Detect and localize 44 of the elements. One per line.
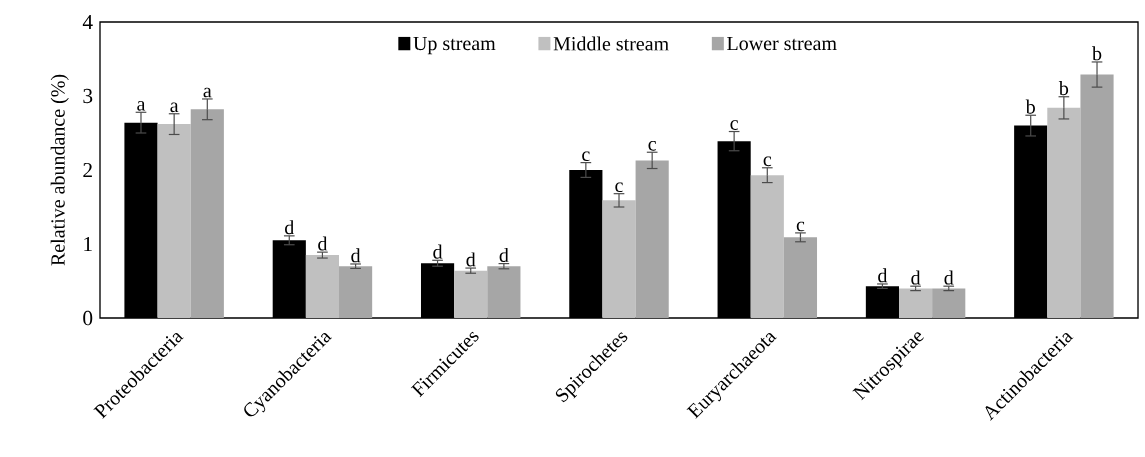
data-label: d bbox=[433, 244, 443, 259]
data-label: c bbox=[648, 141, 656, 151]
data-label: b bbox=[1025, 99, 1035, 114]
data-label: c bbox=[615, 182, 623, 193]
data-label: a bbox=[170, 102, 179, 113]
bar bbox=[1080, 74, 1114, 318]
y-tick-label: 0 bbox=[83, 310, 93, 326]
legend-label: Lower stream bbox=[727, 36, 837, 51]
legend-label: Up stream bbox=[413, 36, 496, 55]
data-label: c bbox=[763, 156, 772, 167]
bar bbox=[1047, 107, 1081, 318]
bar bbox=[305, 255, 340, 318]
data-label: b bbox=[1058, 81, 1069, 96]
data-label: a bbox=[137, 101, 146, 111]
data-label: a bbox=[203, 87, 212, 98]
data-label: c bbox=[730, 120, 738, 130]
data-label: d bbox=[318, 236, 328, 251]
bar bbox=[602, 200, 636, 318]
bar bbox=[932, 288, 966, 318]
data-label: d bbox=[911, 270, 921, 285]
data-label: c bbox=[796, 221, 805, 232]
data-label: d bbox=[466, 252, 476, 267]
bar bbox=[783, 237, 818, 318]
bar bbox=[339, 266, 373, 318]
bar bbox=[750, 175, 784, 318]
bar bbox=[454, 270, 488, 318]
data-label: d bbox=[878, 268, 888, 283]
legend-label: Middle stream bbox=[553, 36, 669, 51]
bar bbox=[635, 160, 669, 318]
y-tick-label: 3 bbox=[83, 88, 93, 104]
data-label: d bbox=[285, 220, 295, 235]
data-label: d bbox=[499, 247, 509, 262]
data-label: d bbox=[351, 248, 361, 263]
y-tick-label: 4 bbox=[82, 14, 93, 30]
y-tick-label: 1 bbox=[84, 236, 92, 252]
bar bbox=[899, 288, 933, 318]
y-axis-title: Relative abundance (%) bbox=[50, 74, 69, 266]
data-label: b bbox=[1092, 46, 1102, 61]
bar bbox=[487, 266, 521, 318]
bar bbox=[157, 124, 191, 318]
data-label: c bbox=[582, 151, 590, 161]
y-tick-label: 2 bbox=[83, 162, 92, 178]
bar bbox=[190, 109, 224, 318]
data-label: d bbox=[944, 270, 954, 285]
